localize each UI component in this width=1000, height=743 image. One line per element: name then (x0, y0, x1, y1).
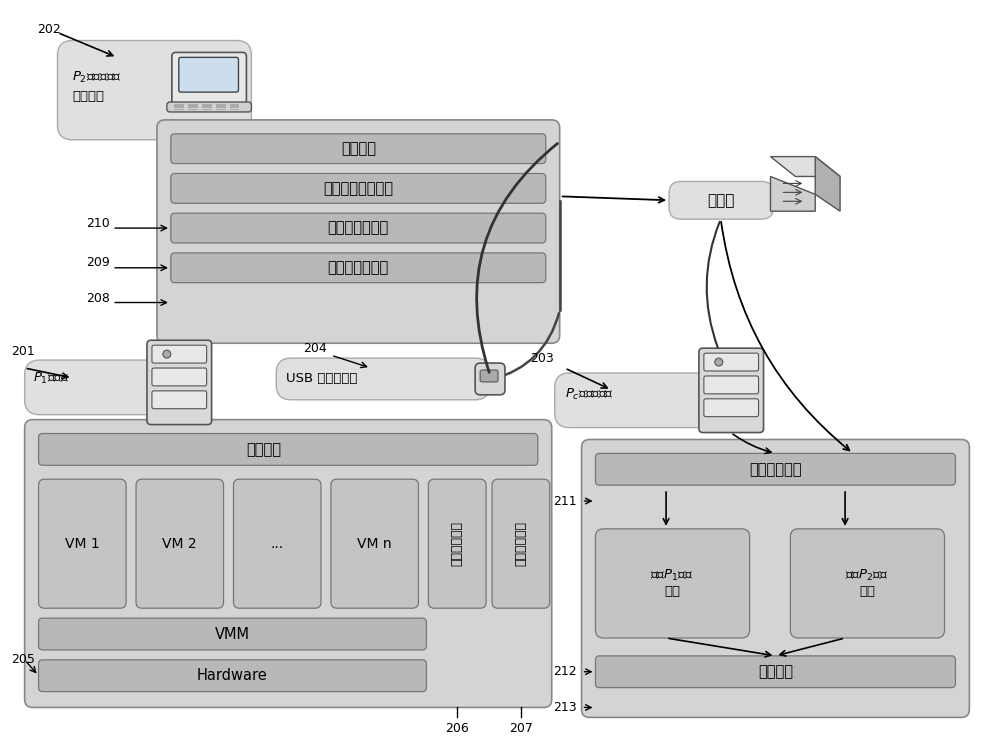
FancyBboxPatch shape (171, 213, 546, 243)
Text: 211: 211 (553, 495, 576, 507)
Text: 201: 201 (11, 345, 34, 358)
Polygon shape (770, 157, 840, 177)
FancyBboxPatch shape (152, 391, 207, 409)
Circle shape (715, 358, 723, 366)
Text: 来自$P_2$节点
数据: 来自$P_2$节点 数据 (845, 568, 889, 598)
FancyBboxPatch shape (428, 479, 486, 609)
Text: 局域网: 局域网 (707, 192, 734, 208)
Text: ...: ... (271, 536, 284, 551)
FancyBboxPatch shape (555, 373, 724, 427)
FancyBboxPatch shape (669, 181, 773, 219)
FancyBboxPatch shape (475, 363, 505, 395)
Text: VMM: VMM (215, 626, 250, 641)
FancyBboxPatch shape (136, 479, 224, 609)
Text: 监测节点: 监测节点 (72, 90, 104, 103)
FancyBboxPatch shape (171, 253, 546, 282)
FancyBboxPatch shape (39, 660, 426, 692)
FancyBboxPatch shape (595, 529, 750, 638)
FancyBboxPatch shape (172, 53, 246, 104)
FancyBboxPatch shape (39, 479, 126, 609)
FancyBboxPatch shape (233, 479, 321, 609)
Text: 温度监控装置: 温度监控装置 (451, 521, 464, 566)
Text: 端口监听装置: 端口监听装置 (749, 461, 802, 477)
FancyBboxPatch shape (179, 57, 238, 92)
FancyBboxPatch shape (152, 368, 207, 386)
Text: 网络传输: 网络传输 (341, 141, 376, 156)
FancyBboxPatch shape (171, 174, 546, 204)
Text: $P_1$：实验: $P_1$：实验 (33, 371, 69, 386)
Text: Hardware: Hardware (197, 668, 268, 684)
Text: $P_2$：环境温度: $P_2$：环境温度 (72, 71, 122, 85)
Text: 212: 212 (553, 665, 576, 678)
FancyBboxPatch shape (704, 376, 759, 394)
Text: 来自$P_1$节点
数据: 来自$P_1$节点 数据 (650, 568, 694, 598)
FancyBboxPatch shape (157, 120, 560, 343)
Bar (230, 106, 239, 108)
Text: 温度计管理装置: 温度计管理装置 (328, 221, 389, 236)
Bar (202, 106, 212, 108)
Text: VM 1: VM 1 (65, 536, 100, 551)
FancyBboxPatch shape (595, 656, 955, 687)
Bar (216, 106, 226, 108)
Text: 网络传输: 网络传输 (246, 442, 281, 457)
Bar (216, 109, 226, 111)
FancyBboxPatch shape (147, 340, 212, 424)
Bar (202, 109, 212, 111)
Text: 210: 210 (86, 217, 110, 230)
Text: 205: 205 (11, 653, 35, 666)
Bar (174, 104, 184, 106)
Bar (202, 104, 212, 106)
Text: 202: 202 (38, 22, 61, 36)
FancyBboxPatch shape (39, 433, 538, 465)
Text: 209: 209 (86, 256, 110, 269)
FancyBboxPatch shape (25, 420, 552, 707)
FancyBboxPatch shape (790, 529, 945, 638)
Text: 207: 207 (509, 722, 533, 736)
Text: 温度计驱动装置: 温度计驱动装置 (328, 260, 389, 275)
Polygon shape (770, 177, 815, 211)
Text: 自动控制装置: 自动控制装置 (514, 521, 527, 566)
Bar (216, 104, 226, 106)
Text: 204: 204 (303, 343, 327, 355)
Text: VM n: VM n (357, 536, 392, 551)
Text: USB 温度计探头: USB 温度计探头 (286, 372, 358, 386)
Text: VM 2: VM 2 (162, 536, 197, 551)
FancyBboxPatch shape (595, 453, 955, 485)
Text: 213: 213 (553, 701, 576, 714)
FancyBboxPatch shape (25, 360, 169, 415)
FancyBboxPatch shape (171, 134, 546, 163)
Bar (174, 109, 184, 111)
Bar (174, 106, 184, 108)
FancyBboxPatch shape (167, 102, 251, 112)
FancyBboxPatch shape (331, 479, 418, 609)
FancyBboxPatch shape (480, 370, 498, 382)
FancyBboxPatch shape (152, 345, 207, 363)
FancyBboxPatch shape (704, 353, 759, 371)
FancyBboxPatch shape (39, 618, 426, 650)
Text: $P_c$：管控节点: $P_c$：管控节点 (565, 387, 613, 403)
Text: 整合数据: 整合数据 (758, 664, 793, 679)
Text: 203: 203 (530, 352, 554, 365)
Circle shape (163, 350, 171, 358)
Text: 206: 206 (445, 722, 469, 736)
Bar (188, 104, 198, 106)
Bar (230, 104, 239, 106)
Text: 温度数据访问装置: 温度数据访问装置 (323, 181, 393, 196)
FancyBboxPatch shape (57, 41, 251, 140)
FancyBboxPatch shape (582, 440, 969, 718)
FancyBboxPatch shape (276, 358, 490, 400)
Bar (188, 106, 198, 108)
FancyBboxPatch shape (699, 348, 764, 432)
FancyBboxPatch shape (492, 479, 550, 609)
Bar (230, 109, 239, 111)
Bar (188, 109, 198, 111)
Polygon shape (815, 157, 840, 211)
Text: 208: 208 (86, 292, 110, 305)
FancyBboxPatch shape (704, 399, 759, 417)
